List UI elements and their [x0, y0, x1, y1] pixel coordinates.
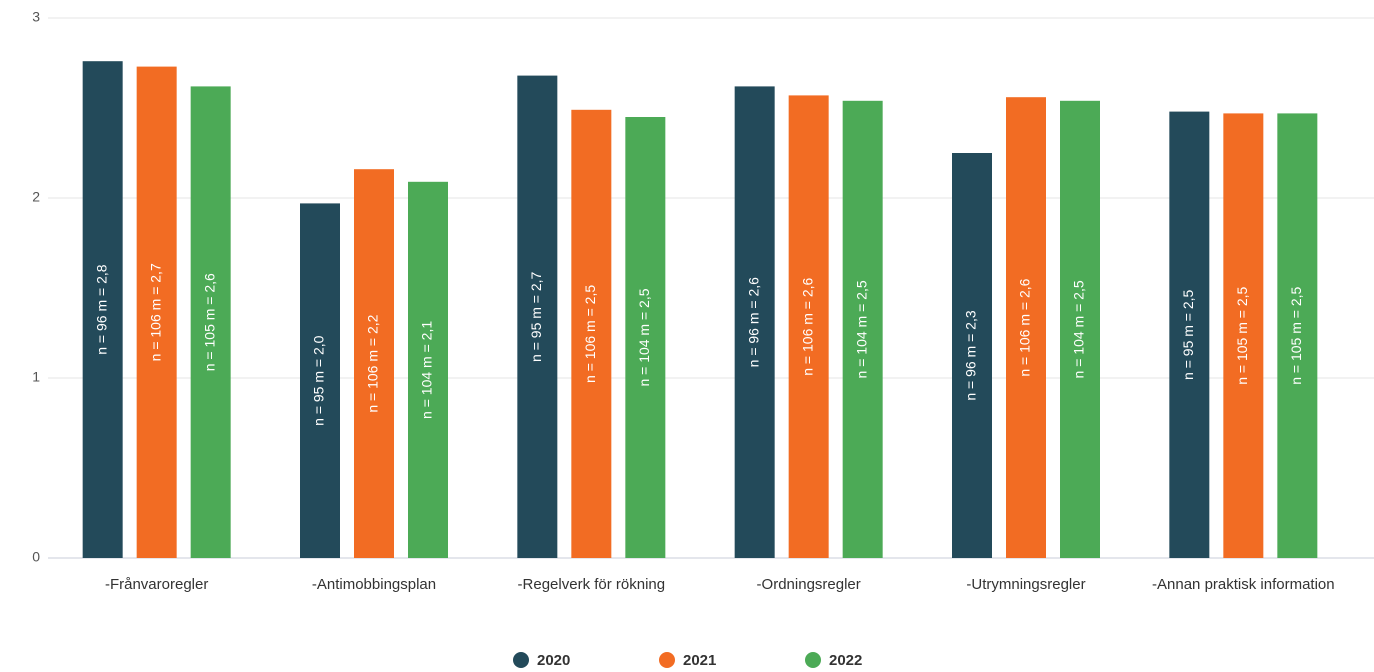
data-label: n = 106 m = 2,6: [1017, 278, 1033, 376]
bar: [1060, 100, 1100, 559]
bar: [82, 61, 123, 558]
data-label: n = 104 m = 2,5: [636, 288, 652, 386]
data-label: n = 95 m = 2,0: [311, 335, 327, 425]
data-label: n = 106 m = 2,6: [799, 277, 815, 375]
bar: [1277, 113, 1318, 559]
data-label: n = 95 m = 2,7: [528, 271, 544, 361]
data-label: n = 105 m = 2,5: [1288, 286, 1304, 384]
bar: [571, 109, 612, 559]
data-label: n = 96 m = 2,8: [93, 264, 109, 354]
data-label: n = 104 m = 2,5: [853, 280, 869, 378]
data-label: n = 106 m = 2,5: [582, 285, 598, 383]
data-label: n = 104 m = 2,1: [419, 321, 435, 419]
data-label: n = 96 m = 2,6: [745, 277, 761, 367]
data-label: n = 106 m = 2,2: [365, 314, 381, 412]
legend-label: 2022: [829, 652, 862, 669]
bar: [952, 153, 992, 558]
bar: [625, 117, 666, 558]
legend-label: 2021: [683, 652, 716, 669]
x-tick-label: -Utrymningsregler: [966, 576, 1086, 593]
y-tick-label: 1: [32, 369, 40, 385]
bar: [517, 75, 558, 558]
x-tick-label: -Antimobbingsplan: [311, 576, 437, 593]
x-tick-label: -Ordningsregler: [756, 576, 861, 593]
data-label: n = 106 m = 2,7: [147, 263, 163, 361]
legend-label: 2020: [537, 652, 570, 669]
data-label: n = 105 m = 2,6: [201, 273, 217, 371]
bar: [1223, 113, 1264, 559]
bar: [354, 169, 394, 558]
bar: [734, 86, 775, 559]
data-label: n = 104 m = 2,5: [1071, 280, 1087, 378]
bar: [300, 203, 340, 558]
legend-marker: [659, 652, 675, 668]
x-tick-label: -Regelverk för rökning: [517, 576, 666, 593]
data-label: n = 105 m = 2,5: [1234, 286, 1250, 384]
bar: [408, 181, 448, 559]
y-tick-label: 0: [32, 549, 40, 565]
x-tick-label: -Annan praktisk information: [1152, 576, 1335, 593]
legend-marker: [805, 652, 821, 668]
x-tick-label: -Frånvaroregler: [104, 576, 209, 593]
legend-marker: [513, 652, 529, 668]
bar: [1006, 97, 1046, 558]
bar: [1169, 111, 1210, 558]
bar: [788, 95, 829, 559]
bar: [842, 100, 883, 559]
bar: [136, 66, 177, 558]
y-tick-label: 2: [32, 189, 40, 205]
bar: [190, 86, 231, 559]
y-tick-label: 3: [32, 9, 40, 25]
data-label: n = 96 m = 2,3: [963, 310, 979, 400]
data-label: n = 95 m = 2,5: [1180, 289, 1196, 379]
